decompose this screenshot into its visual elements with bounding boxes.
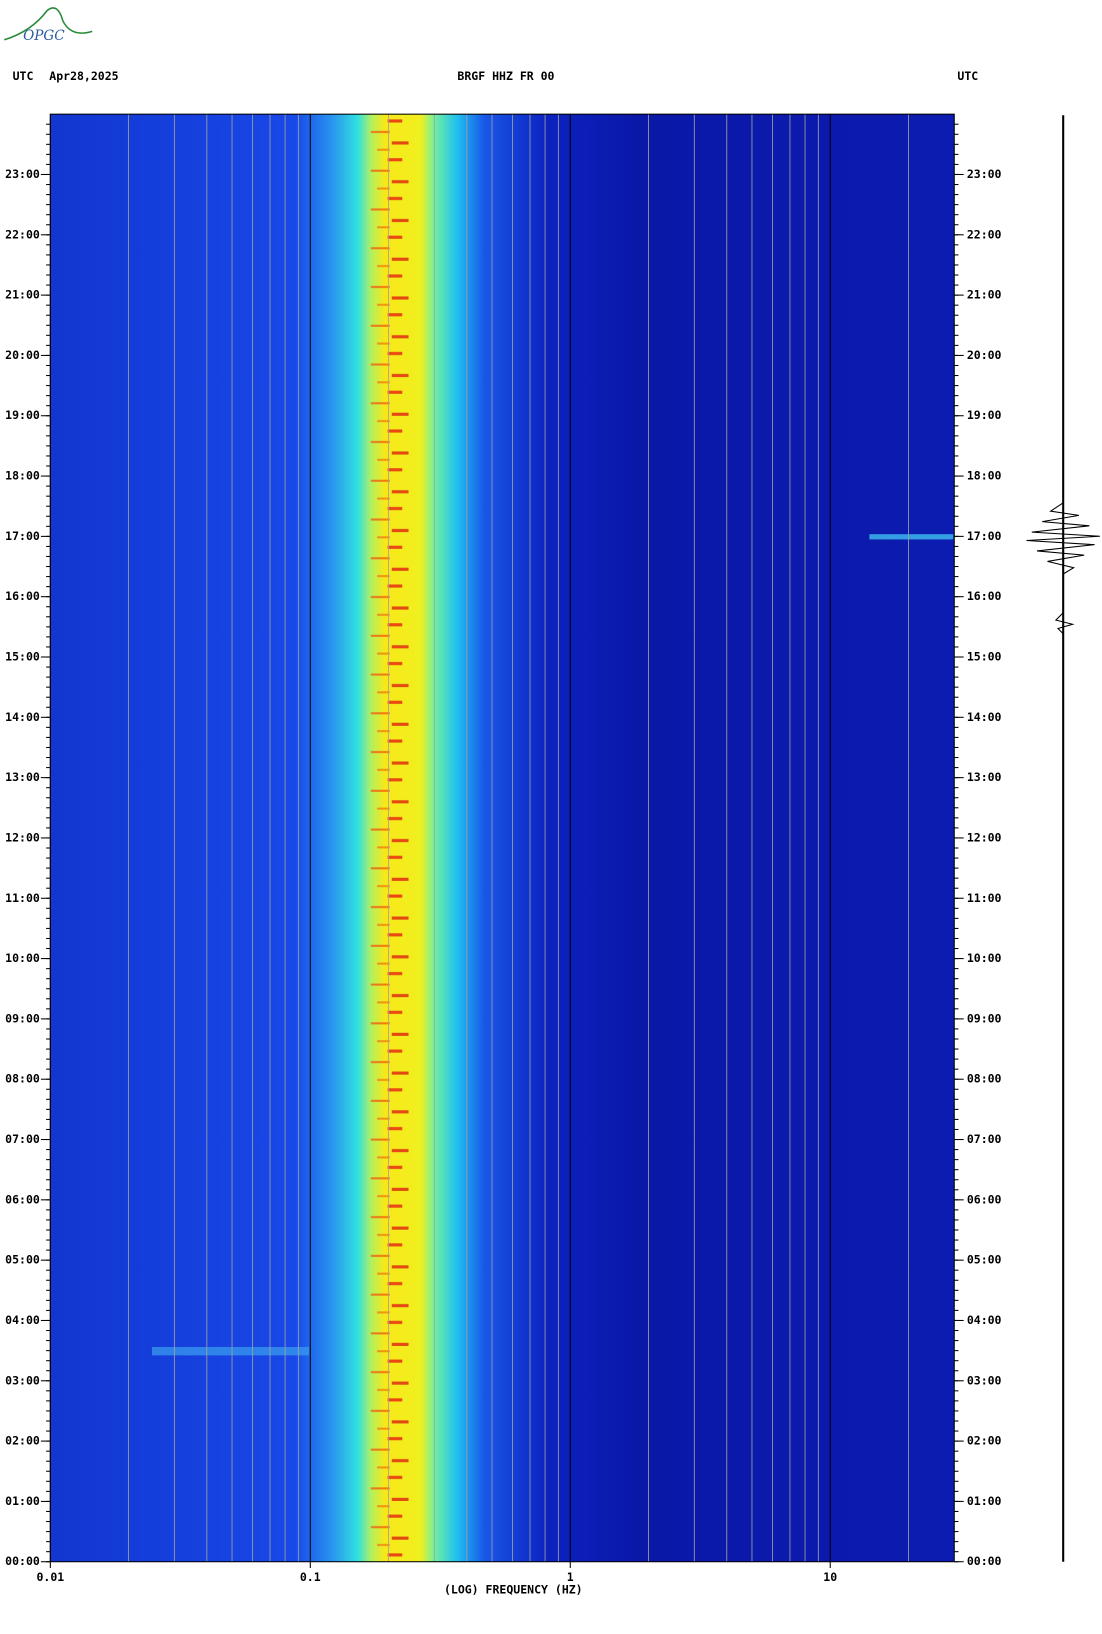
y-tick-label: 15:00 xyxy=(967,650,1002,664)
y-tick-label: 16:00 xyxy=(967,589,1002,603)
y-tick-label: 14:00 xyxy=(967,710,1002,724)
y-tick-label: 09:00 xyxy=(967,1011,1002,1025)
y-tick-label: 03:00 xyxy=(5,1373,40,1387)
logo: OPGC xyxy=(4,7,93,44)
y-tick-label: 05:00 xyxy=(5,1253,40,1267)
y-tick-label: 19:00 xyxy=(5,408,40,422)
y-tick-label: 23:00 xyxy=(5,167,40,181)
y-tick-label: 01:00 xyxy=(967,1494,1002,1508)
y-tick-label: 08:00 xyxy=(967,1072,1002,1086)
y-tick-label: 04:00 xyxy=(5,1313,40,1327)
y-tick-label: 12:00 xyxy=(5,830,40,844)
station: BRGF HHZ FR 00 xyxy=(457,69,554,83)
y-tick-label: 06:00 xyxy=(5,1192,40,1206)
time-zone: UTC xyxy=(957,69,978,83)
y-tick-label: 13:00 xyxy=(5,770,40,784)
x-tick-label: 0.1 xyxy=(300,1570,321,1584)
x-tick-label: 1 xyxy=(567,1570,574,1584)
date: Apr28,2025 xyxy=(49,69,118,83)
y-tick-label: 17:00 xyxy=(5,529,40,543)
seismogram xyxy=(1026,115,1100,1562)
y-tick-label: 10:00 xyxy=(5,951,40,965)
y-tick-label: 21:00 xyxy=(967,288,1002,302)
y-tick-label: 02:00 xyxy=(5,1434,40,1448)
y-tick-label: 10:00 xyxy=(967,951,1002,965)
x-axis-label: (LOG) FREQUENCY (HZ) xyxy=(444,1583,583,1597)
y-tick-label: 07:00 xyxy=(967,1132,1002,1146)
spectrogram-image xyxy=(50,114,955,1562)
y-tick-label: 04:00 xyxy=(967,1313,1002,1327)
y-tick-label: 00:00 xyxy=(5,1554,40,1568)
x-tick-label: 0.01 xyxy=(36,1570,64,1584)
spectrogram-signal xyxy=(869,534,954,540)
y-tick-label: 05:00 xyxy=(967,1253,1002,1267)
y-tick-label: 18:00 xyxy=(5,469,40,483)
y-tick-label: 00:00 xyxy=(967,1554,1002,1568)
y-tick-label: 20:00 xyxy=(5,348,40,362)
y-tick-label: 23:00 xyxy=(967,167,1002,181)
y-tick-label: 11:00 xyxy=(967,891,1002,905)
x-tick-label: 10 xyxy=(823,1570,837,1584)
y-tick-label: 21:00 xyxy=(5,288,40,302)
y-tick-label: 15:00 xyxy=(5,650,40,664)
y-tick-label: 19:00 xyxy=(967,408,1002,422)
y-tick-label: 03:00 xyxy=(967,1373,1002,1387)
y-tick-label: 22:00 xyxy=(967,227,1002,241)
y-tick-label: 13:00 xyxy=(967,770,1002,784)
y-tick-label: 09:00 xyxy=(5,1011,40,1025)
y-tick-label: 14:00 xyxy=(5,710,40,724)
spectrogram-peak xyxy=(368,114,420,1562)
y-tick-label: 02:00 xyxy=(967,1434,1002,1448)
y-tick-label: 22:00 xyxy=(5,227,40,241)
y-tick-label: 20:00 xyxy=(967,348,1002,362)
y-tick-label: 16:00 xyxy=(5,589,40,603)
y-tick-label: 17:00 xyxy=(967,529,1002,543)
y-tick-label: 01:00 xyxy=(5,1494,40,1508)
y-tick-label: 06:00 xyxy=(967,1192,1002,1206)
time-zone: UTC xyxy=(13,69,34,83)
y-tick-label: 12:00 xyxy=(967,830,1002,844)
logo-text: OPGC xyxy=(23,28,65,44)
y-tick-label: 18:00 xyxy=(967,469,1002,483)
spectrogram-signal xyxy=(151,1347,310,1356)
y-tick-label: 08:00 xyxy=(5,1072,40,1086)
y-tick-label: 11:00 xyxy=(5,891,40,905)
y-tick-label: 07:00 xyxy=(5,1132,40,1146)
